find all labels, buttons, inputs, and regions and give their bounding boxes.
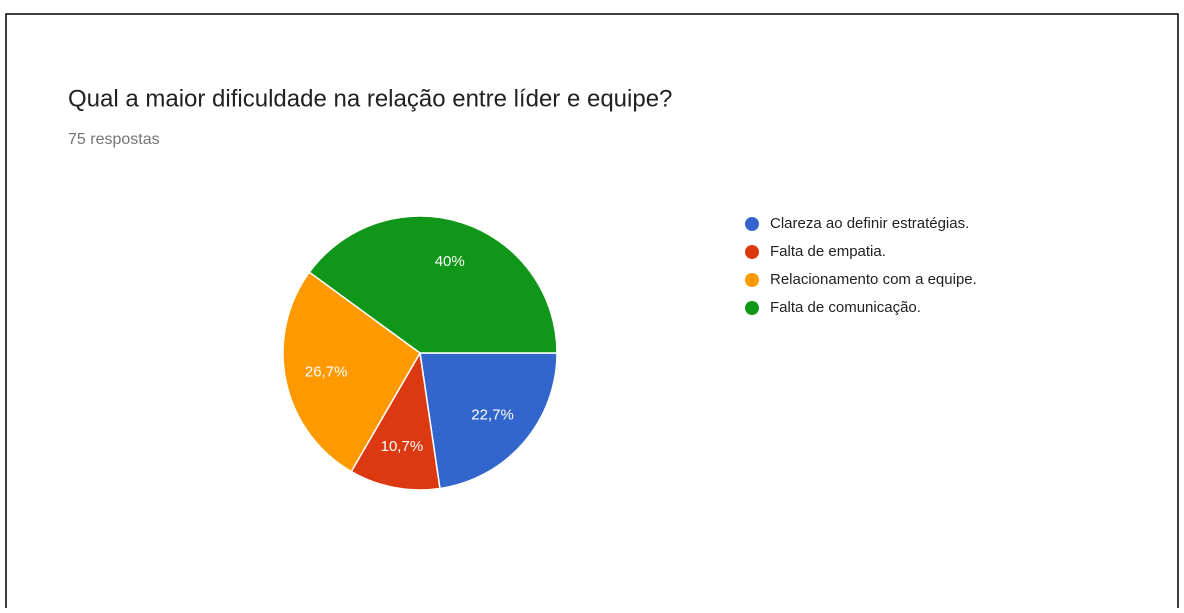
slice-label: 10,7%	[381, 438, 424, 455]
legend-label: Clareza ao definir estratégias.	[770, 215, 969, 232]
legend-swatch	[745, 217, 759, 231]
pie-slice	[419, 352, 558, 490]
slice-label: 40%	[435, 253, 465, 270]
frame	[5, 13, 1179, 613]
pie-slice	[308, 215, 558, 354]
legend-label: Falta de empatia.	[770, 243, 886, 260]
legend-swatch	[745, 273, 759, 287]
pie-slice	[350, 350, 441, 491]
legend-label: Relacionamento com a equipe.	[770, 271, 977, 288]
slice-label: 22,7%	[471, 407, 514, 424]
chart-title: Qual a maior dificuldade na relação entr…	[68, 85, 672, 112]
slice-label: 26,7%	[305, 364, 348, 381]
legend-swatch	[745, 301, 759, 315]
legend-label: Falta de comunicação.	[770, 299, 921, 316]
legend-swatch	[745, 245, 759, 259]
pie-slice	[282, 271, 421, 473]
chart-subtitle: 75 respostas	[68, 131, 160, 148]
